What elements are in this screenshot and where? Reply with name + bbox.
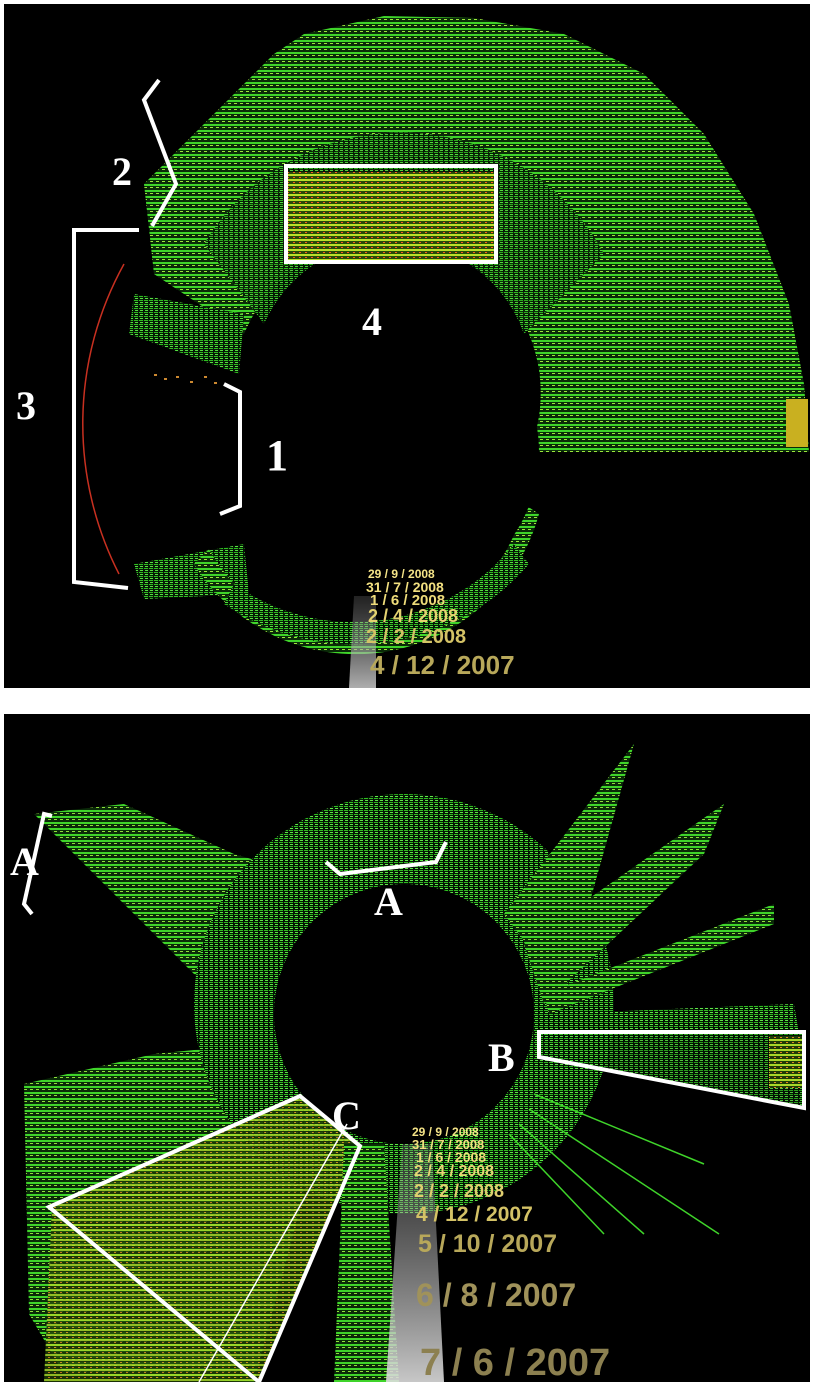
red-arc <box>82 263 125 575</box>
label-2: 2 <box>112 149 132 194</box>
date-label-bottom-9: 7 / 6 / 2007 <box>420 1342 611 1382</box>
bracket-3 <box>72 228 139 590</box>
bracket-a-inner <box>324 841 448 877</box>
highlight-box-4 <box>284 164 498 264</box>
date-label-bottom-7: 5 / 10 / 2007 <box>418 1230 558 1258</box>
sector-c-fill <box>44 1098 358 1382</box>
hotspot-region <box>286 172 496 260</box>
label-a-inner: A <box>374 879 403 924</box>
scatter-dots <box>154 374 217 384</box>
bracket-1 <box>219 382 242 516</box>
label-4: 4 <box>362 299 382 344</box>
label-3: 3 <box>16 383 36 428</box>
radial-view-bottom: A A B C 29 / 9 / 2008 31 / 7 / 2008 1 / … <box>4 714 810 1382</box>
radial-history-plot-top <box>72 16 809 688</box>
date-label-bottom-5: 2 / 2 / 2008 <box>414 1181 505 1201</box>
bracket-a-outer <box>21 811 53 916</box>
sector-b-outline <box>537 1030 806 1111</box>
time-beam <box>349 596 376 688</box>
lower-right-rays <box>508 1093 720 1235</box>
sector-c-divider <box>198 1123 348 1382</box>
time-beam <box>386 1144 444 1382</box>
label-1: 1 <box>266 431 288 480</box>
sector-c-outline <box>45 1093 363 1382</box>
label-c: C <box>332 1093 361 1138</box>
date-label-top-2: 31 / 7 / 2008 <box>366 579 444 595</box>
left-branch-upper <box>129 294 244 374</box>
spike-upper-3 <box>544 904 774 1014</box>
date-label-top-5: 2 / 2 / 2008 <box>366 626 467 648</box>
date-label-top-6: 4 / 12 / 2007 <box>370 650 515 680</box>
spike-upper-2 <box>524 804 724 1004</box>
edge-hotspot <box>786 399 808 447</box>
central-void <box>239 302 539 602</box>
date-label-top-3: 1 / 6 / 2008 <box>370 592 446 609</box>
date-label-bottom-8: 6 / 8 / 2007 <box>416 1277 577 1313</box>
radial-view-top: 2 3 1 4 29 / 9 / 2008 31 / 7 / 2008 1 / … <box>4 4 810 688</box>
bracket-2 <box>141 78 179 227</box>
bottom-spine <box>334 1144 399 1382</box>
bottom-ring-outer <box>224 544 529 645</box>
spike-mid-right <box>549 1004 799 1034</box>
date-label-bottom-2: 31 / 7 / 2008 <box>412 1137 485 1152</box>
date-label-bottom-3: 1 / 6 / 2008 <box>416 1149 487 1165</box>
sector-b-fill <box>539 1032 804 1106</box>
central-void <box>274 884 534 1144</box>
date-label-top-1: 29 / 9 / 2008 <box>368 567 435 581</box>
date-label-bottom-6: 4 / 12 / 2007 <box>416 1203 533 1226</box>
spike-upper-1 <box>504 744 634 994</box>
label-a-outer: A <box>10 839 39 884</box>
radial-history-plot-bottom <box>21 744 806 1382</box>
date-label-top-4: 2 / 4 / 2008 <box>368 606 459 626</box>
sector-b-hotspot <box>769 1036 803 1088</box>
label-b: B <box>488 1035 515 1080</box>
date-label-bottom-4: 2 / 4 / 2008 <box>414 1163 495 1180</box>
date-label-bottom-1: 29 / 9 / 2008 <box>412 1125 479 1139</box>
